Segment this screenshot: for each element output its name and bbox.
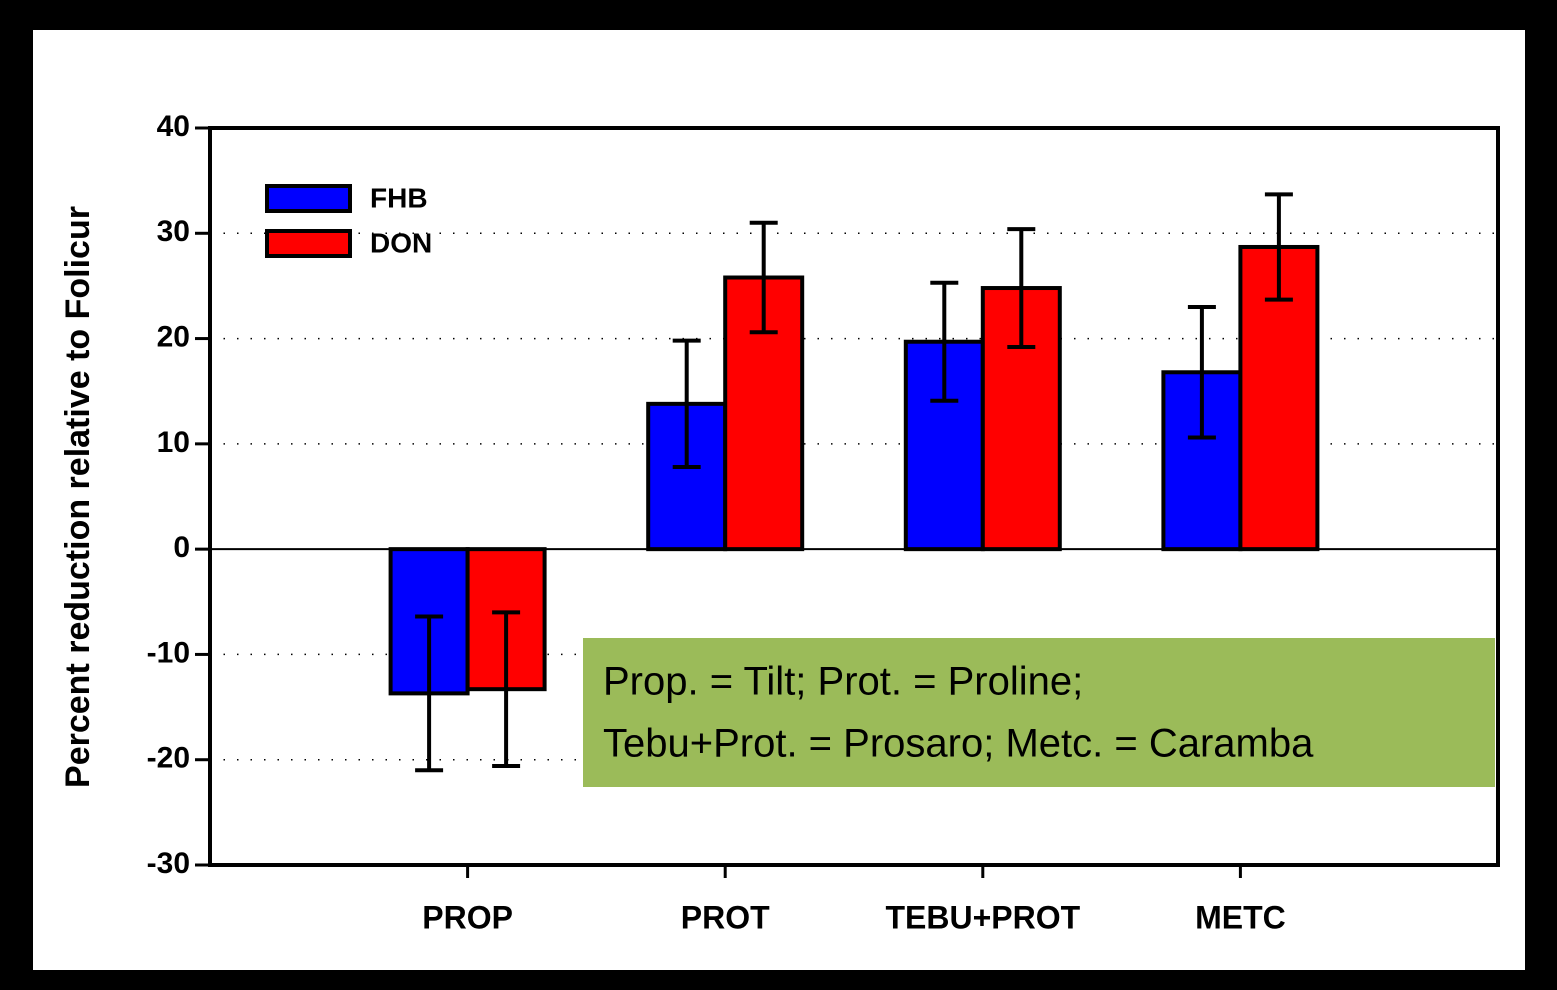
y-tick-label: -30 [147, 847, 190, 880]
plot-area [208, 126, 1500, 867]
x-tick-label: METC [1195, 899, 1286, 935]
legend-label: FHB [370, 182, 428, 213]
y-tick-label: 0 [173, 531, 190, 564]
annotation-text: Prop. = Tilt; Prot. = Proline; [603, 660, 1083, 704]
y-tick-label: -20 [147, 742, 190, 775]
y-tick-label: 10 [157, 426, 190, 459]
y-tick-label: 20 [157, 320, 190, 353]
y-tick-label: 30 [157, 215, 190, 248]
bar [1238, 244, 1320, 552]
legend-swatch [265, 184, 352, 213]
legend-swatch [265, 229, 352, 258]
annotation-box [583, 638, 1495, 787]
y-tick-label: -10 [147, 636, 190, 669]
legend-label: DON [370, 227, 432, 258]
x-tick-label: PROP [422, 899, 513, 935]
x-tick-label: TEBU+PROT [885, 899, 1080, 935]
annotation-text: Tebu+Prot. = Prosaro; Metc. = Caramba [603, 722, 1314, 766]
x-tick-label: PROT [681, 899, 770, 935]
y-axis-label: Percent reduction relative to Folicur [59, 206, 97, 788]
y-tick-label: 40 [157, 110, 190, 143]
